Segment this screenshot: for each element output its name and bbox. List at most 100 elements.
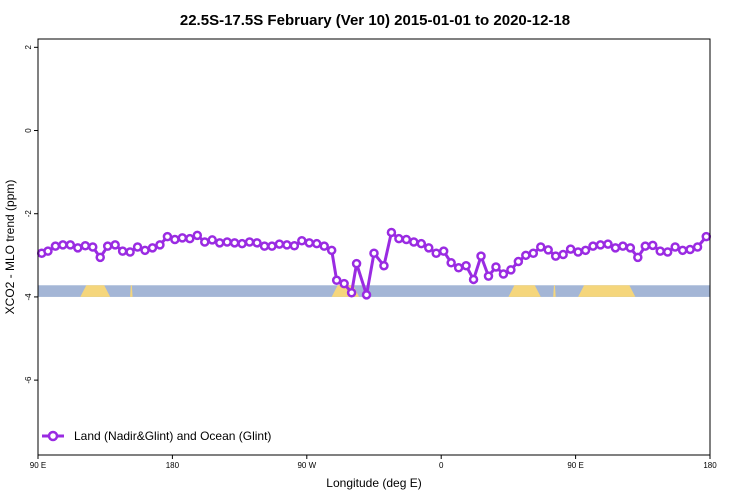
land-segment xyxy=(508,285,541,297)
data-point xyxy=(80,241,91,251)
legend: Land (Nadir&Glint) and Ocean (Glint) xyxy=(42,429,271,443)
data-point xyxy=(339,278,349,289)
data-point xyxy=(95,252,105,263)
data-point xyxy=(282,240,292,250)
data-point xyxy=(498,269,509,279)
data-point xyxy=(140,245,150,256)
data-point xyxy=(625,243,636,253)
legend-entry-label: Land (Nadir&Glint) and Ocean (Glint) xyxy=(74,429,271,443)
data-point xyxy=(351,258,362,269)
data-point xyxy=(640,241,651,251)
data-point xyxy=(648,240,658,251)
data-point xyxy=(102,241,113,251)
data-point xyxy=(506,265,516,275)
data-point xyxy=(147,243,158,253)
data-point xyxy=(170,234,180,245)
x-tick-label: 90 E xyxy=(567,461,583,470)
data-point xyxy=(207,235,217,245)
data-point xyxy=(162,231,173,242)
data-point xyxy=(267,241,277,251)
data-point xyxy=(132,242,143,252)
data-point xyxy=(662,247,673,257)
data-point xyxy=(244,237,255,247)
data-point xyxy=(192,230,203,241)
y-tick-label: 0 xyxy=(24,128,33,133)
data-point xyxy=(588,241,598,251)
data-point xyxy=(88,242,98,252)
data-point xyxy=(117,246,128,256)
data-point xyxy=(595,240,606,250)
data-point xyxy=(229,238,240,248)
data-point xyxy=(289,241,300,251)
data-point xyxy=(65,240,76,250)
data-point xyxy=(259,241,270,251)
data-point xyxy=(580,245,591,256)
data-point xyxy=(58,240,68,250)
data-point xyxy=(476,251,486,261)
x-tick-label: 90 W xyxy=(297,461,316,470)
data-point xyxy=(543,245,553,255)
data-point xyxy=(618,241,628,251)
data-point xyxy=(521,250,531,261)
data-point xyxy=(297,236,307,246)
data-point xyxy=(491,262,501,272)
data-point xyxy=(603,239,613,249)
data-point xyxy=(331,275,342,286)
data-point xyxy=(416,238,427,249)
data-point xyxy=(685,244,695,255)
data-point xyxy=(369,248,379,258)
data-point xyxy=(536,242,546,252)
data-point xyxy=(438,246,449,256)
data-point xyxy=(222,237,232,247)
data-point xyxy=(274,239,285,249)
data-point xyxy=(386,227,397,238)
data-point xyxy=(185,233,195,244)
x-tick-label: 180 xyxy=(703,461,717,470)
x-tick-label: 90 E xyxy=(30,461,46,470)
data-point xyxy=(50,241,61,251)
data-point xyxy=(155,240,165,250)
data-point xyxy=(550,251,561,261)
data-point xyxy=(692,242,703,252)
data-point xyxy=(177,233,188,243)
data-point xyxy=(446,258,456,268)
data-point xyxy=(304,238,315,248)
data-point xyxy=(670,242,680,252)
x-axis-label: Longitude (deg E) xyxy=(326,476,421,490)
y-tick-label: 2 xyxy=(24,45,33,50)
data-point xyxy=(573,247,583,257)
y-axis-label: XCO2 - MLO trend (ppm) xyxy=(3,180,17,315)
y-tick-label: -6 xyxy=(24,376,33,384)
data-point xyxy=(312,238,322,249)
data-point xyxy=(237,238,247,249)
x-tick-label: 180 xyxy=(166,461,180,470)
land-segment xyxy=(553,285,556,297)
data-point xyxy=(677,245,688,256)
data-point xyxy=(252,238,262,248)
data-point xyxy=(655,246,665,256)
data-point xyxy=(379,260,389,271)
data-point xyxy=(394,233,404,244)
data-point xyxy=(701,231,712,242)
series-points xyxy=(36,227,712,300)
data-point xyxy=(110,240,120,250)
land-segment xyxy=(80,285,111,297)
y-tick-label: -2 xyxy=(24,210,33,218)
y-tick-label: -4 xyxy=(24,293,33,301)
data-point xyxy=(424,243,434,253)
chart-title: 22.5S-17.5S February (Ver 10) 2015-01-01… xyxy=(180,12,570,29)
data-point xyxy=(200,237,210,247)
data-point xyxy=(633,252,643,263)
data-point xyxy=(453,263,464,273)
x-tick-label: 0 xyxy=(439,461,444,470)
data-point xyxy=(468,274,479,285)
surface-strip xyxy=(38,285,710,297)
data-point xyxy=(558,249,568,260)
land-segment xyxy=(130,285,133,297)
data-point xyxy=(528,248,539,258)
data-point xyxy=(401,234,412,245)
data-point xyxy=(565,244,576,254)
data-point xyxy=(326,245,337,256)
data-point xyxy=(610,243,621,253)
